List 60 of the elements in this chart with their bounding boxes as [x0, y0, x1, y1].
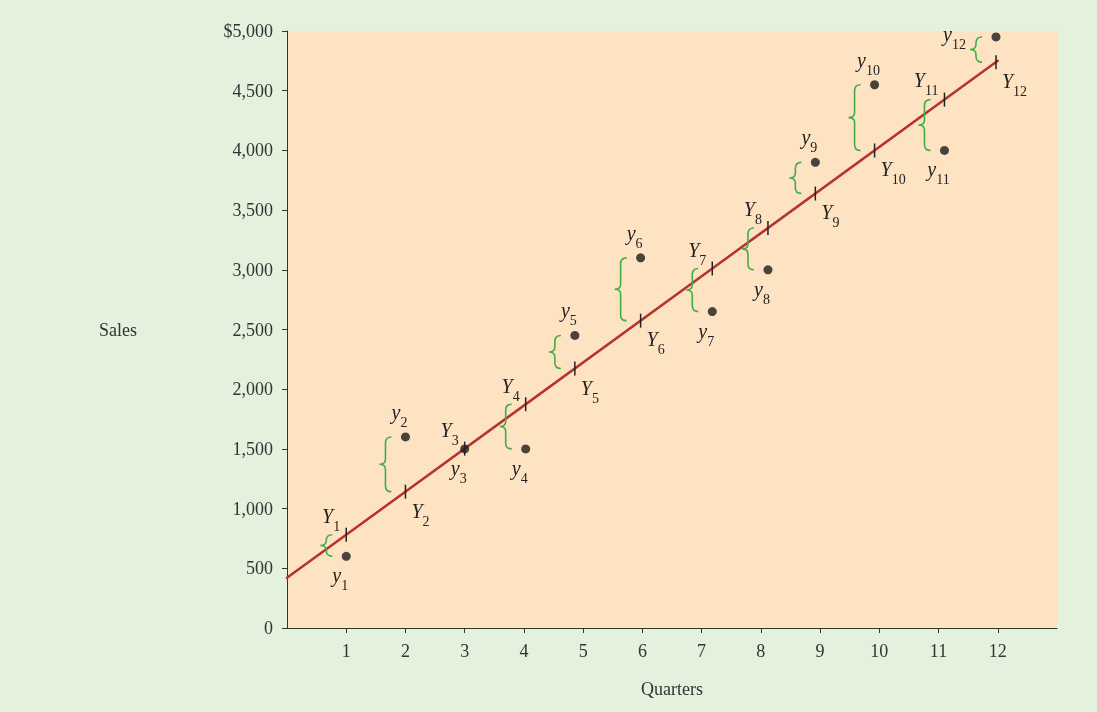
annotation: y$_{1}$ — [330, 564, 349, 593]
annotation: Y$_{11}$ — [913, 69, 939, 98]
annotation: y$_{12}$ — [941, 22, 966, 52]
annotation: y$_{3}$ — [448, 456, 467, 486]
annotation: y$_{4}$ — [509, 456, 528, 486]
y-tick-label: 4,000 — [232, 140, 273, 161]
annotation: Y$_{4}$ — [501, 374, 520, 404]
annotation: y$_{5}$ — [558, 299, 577, 328]
annotation: Y$_{6}$ — [646, 327, 665, 357]
y-tick-label: 3,500 — [232, 200, 273, 221]
y-tick-label: 4,500 — [232, 80, 273, 101]
x-tick-label: 8 — [756, 641, 766, 661]
y-tick-label: 500 — [246, 558, 273, 579]
x-tick-label: 6 — [637, 641, 647, 661]
point — [870, 80, 880, 90]
annotation: Y$_{10}$ — [880, 158, 906, 187]
point — [707, 307, 717, 317]
x-tick-label: 12 — [988, 641, 1007, 661]
annotation: Y$_{1}$ — [322, 504, 341, 534]
annotation: y$_{8}$ — [752, 277, 770, 307]
point — [341, 551, 351, 561]
point — [763, 265, 773, 275]
x-tick-label: 1 — [341, 641, 351, 661]
y-tick-label: $5,000 — [223, 21, 273, 41]
annotation: Y$_{8}$ — [743, 198, 762, 227]
x-tick-label: 3 — [460, 641, 470, 661]
y-tick-label: 1,000 — [232, 498, 273, 519]
y-tick-label: 0 — [264, 618, 273, 638]
y-tick-label: 1,500 — [232, 438, 273, 459]
point — [521, 444, 531, 454]
point — [991, 32, 1001, 42]
y-tick-label: 2,500 — [232, 319, 273, 340]
annotation: y$_{2}$ — [389, 400, 408, 430]
x-axis-title: Quarters — [641, 679, 703, 699]
x-tick-label: 7 — [697, 641, 707, 661]
point — [570, 330, 580, 340]
annotation: Y$_{9}$ — [821, 201, 840, 230]
annotation: Y$_{3}$ — [440, 418, 459, 448]
y-tick-label: 3,000 — [232, 259, 273, 280]
annotation: Y$_{2}$ — [411, 499, 430, 529]
annotation: y$_{9}$ — [799, 126, 818, 155]
point — [810, 157, 820, 167]
annotation: y$_{7}$ — [696, 319, 715, 349]
annotation: y$_{10}$ — [855, 48, 881, 78]
annotation: Y$_{12}$ — [1001, 70, 1028, 99]
point — [400, 432, 410, 442]
annotation: Y$_{7}$ — [688, 238, 707, 268]
annotation: Y$_{5}$ — [580, 376, 599, 406]
point — [636, 253, 646, 263]
x-tick-label: 4 — [519, 641, 529, 661]
annotation: y$_{6}$ — [624, 221, 643, 251]
x-tick-label: 11 — [929, 641, 948, 661]
x-tick-label: 2 — [400, 641, 410, 661]
x-tick-label: 5 — [578, 641, 588, 661]
point — [939, 145, 949, 155]
x-tick-label: 9 — [815, 641, 825, 661]
annotation: y$_{11}$ — [925, 158, 950, 187]
y-axis-title: Sales — [99, 319, 137, 340]
y-tick-label: 2,000 — [232, 379, 273, 400]
x-tick-label: 10 — [870, 641, 889, 661]
